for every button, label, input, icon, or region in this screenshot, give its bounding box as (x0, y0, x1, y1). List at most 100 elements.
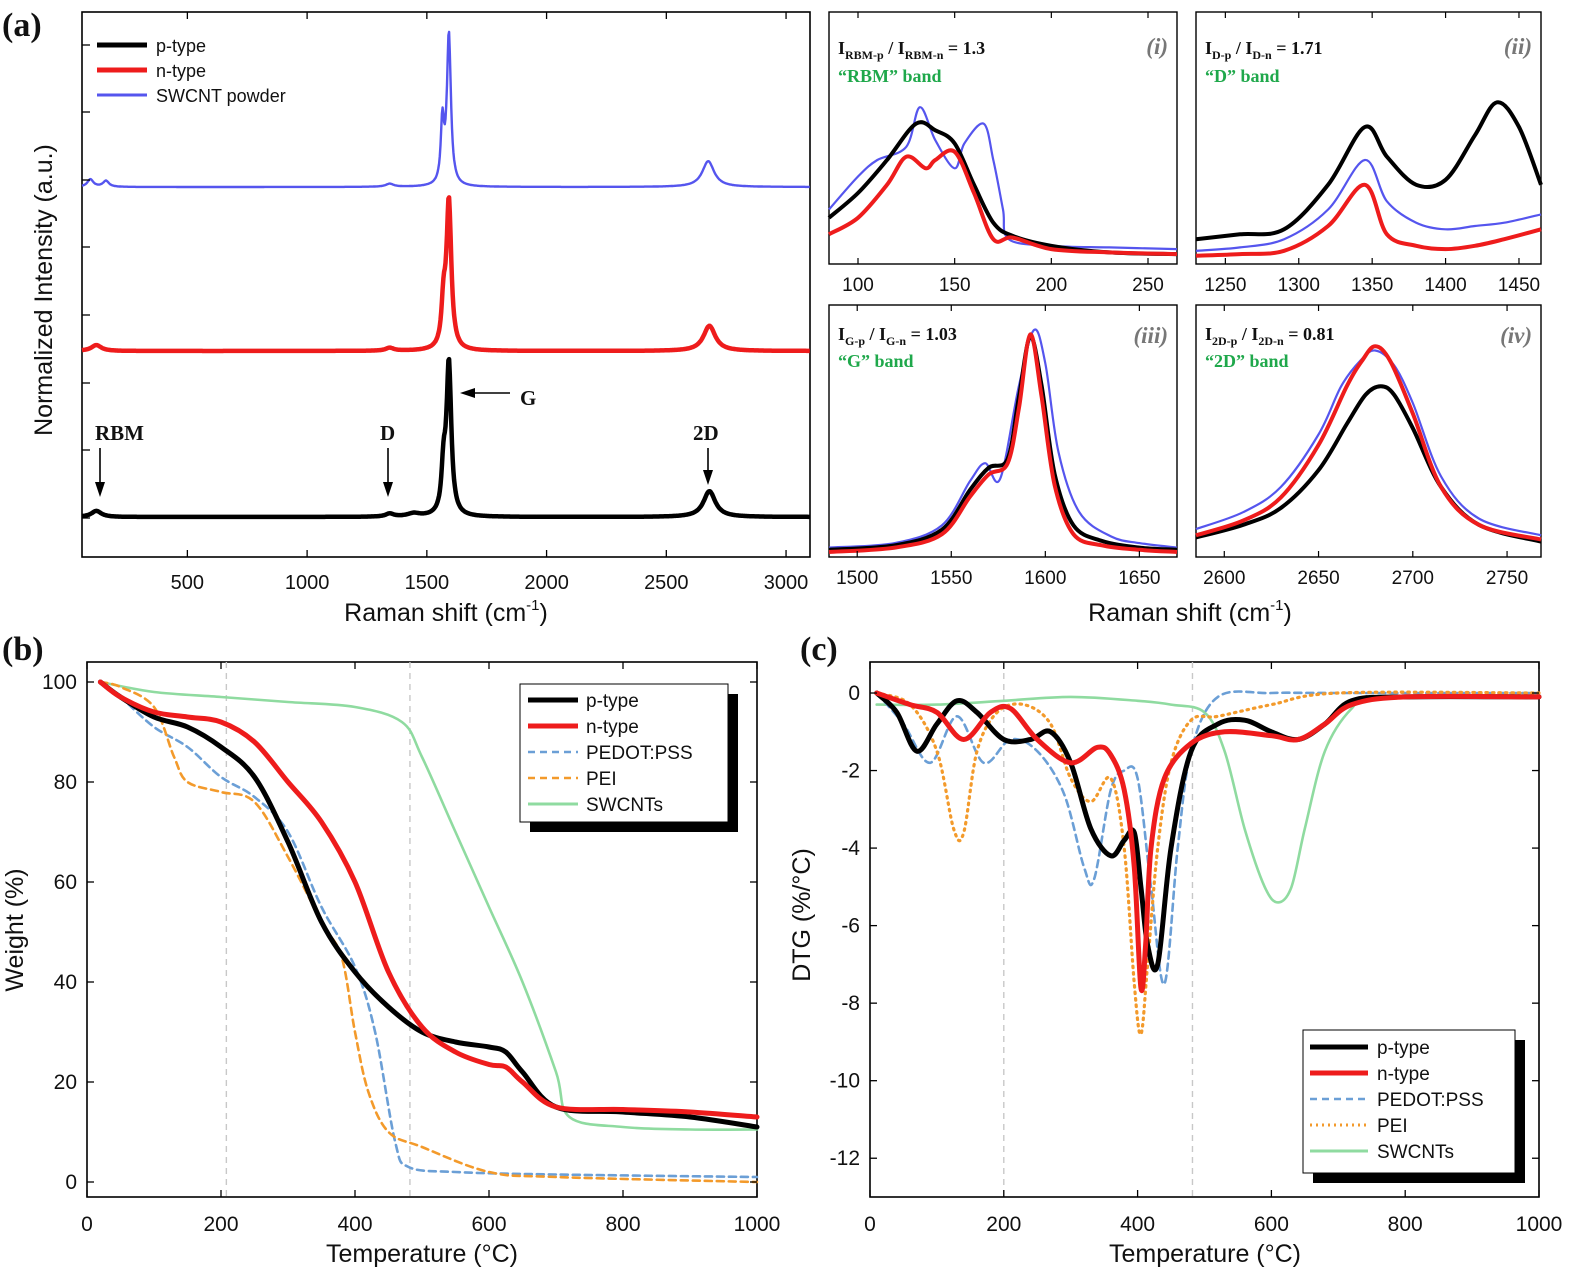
inset-i-ratio-sub2: RBM-n (905, 48, 944, 62)
legend-c-label-swcnt: SWCNTs (1377, 1142, 1454, 1163)
inset-i-ratio-mid: / I (884, 38, 905, 58)
panel-b-series (97, 679, 760, 1184)
panel-b-ytick-label-20: 20 (54, 1071, 77, 1094)
inset-4-series-swcnt-powder (1195, 349, 1542, 537)
panel-c-ytick-label--12: -12 (830, 1147, 860, 1170)
annotation-d: D (380, 421, 395, 445)
inset-2-xtick-label-1300: 1300 (1278, 275, 1320, 296)
panel-b-xtick-label-800: 800 (605, 1213, 640, 1236)
panel-c-series (874, 690, 1542, 1036)
panel-a-series-n-type (80, 195, 812, 354)
inset-i-ratio: IRBM-p / IRBM-n = 1.3 (838, 38, 985, 62)
inset-ii-x-ticks: 1250 1300 1350 1400 1450 (1204, 12, 1540, 296)
panel-a: (a) 500 1000 1500 2000 2500 3000 Normalized I… (2, 7, 812, 627)
inset-1-xtick-label-250: 250 (1132, 275, 1164, 296)
arrowhead-2d (703, 470, 713, 485)
panel-c-ytick-label--4: -4 (841, 837, 860, 860)
inset-iii: IG-p / IG-n = 1.03 “G” band (iii) 1500 15… (828, 304, 1178, 589)
panel-c: (c) 0 200 400 600 800 1000 0 -2 -4 -6 -8 -10 -12 DT… (788, 631, 1562, 1268)
inset-iv-ratio-sub1: 2D-p (1212, 334, 1238, 348)
inset-1-series-n-type (827, 148, 1178, 257)
panel-b-legend: p-type n-type PEDOT:PSS PEI SWCNTs (519, 683, 738, 832)
inset-iv-ratio-main: I (1205, 324, 1212, 344)
panel-a-x-axis-label-sup: -1 (526, 597, 539, 614)
inset-iv-roman: (iv) (1500, 323, 1532, 348)
legend-label-n-type: n-type (156, 61, 206, 81)
panel-c-y-ticks: 0 -2 -4 -6 -8 -10 -12 (830, 682, 1539, 1170)
inset-4-xtick-label-2700: 2700 (1392, 568, 1434, 589)
panel-c-ytick-label-0: 0 (848, 682, 860, 705)
panel-b-x-ticks: 0 200 400 600 800 1000 (81, 662, 780, 1236)
panel-a-series (80, 30, 812, 520)
inset-i-ratio-sub1: RBM-p (845, 48, 884, 62)
inset-iii-band: “G” band (838, 351, 914, 371)
inset-iv-band: “2D” band (1205, 351, 1289, 371)
panel-a-frame (81, 11, 811, 558)
panel-b-xtick-label-600: 600 (471, 1213, 506, 1236)
panel-c-ytick-label--2: -2 (841, 760, 860, 783)
panel-c-frame (869, 661, 1540, 1198)
inset-i-series (827, 106, 1178, 257)
inset-2-series-swcnt-powder (1195, 158, 1542, 252)
panel-b-frame (86, 661, 758, 1198)
inset-ii-ratio: ID-p / ID-n = 1.71 (1205, 38, 1322, 62)
inset-3-xtick-label-1600: 1600 (1024, 568, 1066, 589)
inset-2-xtick-label-1400: 1400 (1424, 275, 1466, 296)
inset-4-xtick-label-2650: 2650 (1297, 568, 1339, 589)
legend-c-label-n-type: n-type (1377, 1064, 1430, 1085)
inset-iv-series (1195, 344, 1542, 544)
inset-iv-frame (1195, 304, 1542, 558)
panel-a-legend: p-type n-type SWCNT powder (97, 36, 286, 106)
inset-iii-ratio: IG-p / IG-n = 1.03 (838, 324, 957, 348)
legend-c-label-p-type: p-type (1377, 1038, 1430, 1059)
legend-label-powder: SWCNT powder (156, 86, 286, 106)
legend-b-label-n-type: n-type (586, 717, 639, 738)
inset-2-xtick-label-1450: 1450 (1498, 275, 1540, 296)
panel-a-x-axis-label: Raman shift (cm-1) (344, 597, 548, 627)
panel-c-xtick-label-0: 0 (864, 1213, 876, 1236)
panel-c-xtick-label-400: 400 (1120, 1213, 1155, 1236)
panel-a-y-ticks (82, 44, 90, 519)
insets-x-axis-label-text: Raman shift (cm (1088, 599, 1270, 627)
legend-b-label-pei: PEI (586, 769, 617, 790)
insets-x-axis-label: Raman shift (cm-1) (1088, 597, 1292, 627)
inset-4-series-n-type (1195, 344, 1542, 542)
legend-c-label-pei: PEI (1377, 1116, 1408, 1137)
panel-a-xtick-label-2000: 2000 (524, 572, 569, 594)
inset-1-xtick-label-200: 200 (1035, 275, 1067, 296)
legend-c-label-pedot: PEDOT:PSS (1377, 1090, 1484, 1111)
panel-c-ytick-label--6: -6 (841, 915, 860, 938)
panel-a-insets: IRBM-p / IRBM-n = 1.3 “RBM” band (i) 100… (827, 11, 1543, 627)
inset-2-xtick-label-1350: 1350 (1351, 275, 1393, 296)
inset-i-x-ticks: 100 150 200 250 (842, 12, 1164, 296)
panel-a-x-axis-label-end: ) (540, 599, 548, 627)
inset-i-ratio-value: = 1.3 (943, 38, 985, 58)
panel-b-label: (b) (2, 631, 44, 668)
annotation-2d: 2D (693, 421, 719, 445)
panel-c-series-n-type (874, 690, 1542, 993)
panel-c-legend-box (1302, 1029, 1516, 1174)
inset-iii-ratio-main: I (838, 324, 845, 344)
legend-label-p-type: p-type (156, 36, 206, 56)
inset-iii-ratio-sub2: G-n (886, 334, 906, 348)
panel-a-xtick-label-1000: 1000 (285, 572, 330, 594)
panel-c-xtick-label-200: 200 (986, 1213, 1021, 1236)
panel-c-xtick-label-1000: 1000 (1516, 1213, 1563, 1236)
inset-ii-ratio-sub1: D-p (1212, 48, 1232, 62)
inset-i-band: “RBM” band (838, 66, 942, 86)
panel-b-ytick-label-0: 0 (65, 1171, 77, 1194)
inset-iv-ratio: I2D-p / I2D-n = 0.81 (1205, 324, 1334, 348)
panel-c-x-ticks: 0 200 400 600 800 1000 (864, 662, 1562, 1236)
panel-b-xtick-label-200: 200 (203, 1213, 238, 1236)
panel-b-y-axis-label: Weight (%) (1, 868, 29, 991)
arrowhead-rbm (95, 482, 105, 497)
inset-iv: I2D-p / I2D-n = 0.81 “2D” band (iv) 2600… (1195, 304, 1542, 589)
inset-iii-roman: (iii) (1134, 323, 1169, 348)
panel-c-xtick-label-600: 600 (1254, 1213, 1289, 1236)
panel-c-x-axis-label: Temperature (°C) (1109, 1240, 1301, 1268)
inset-ii-band: “D” band (1205, 66, 1280, 86)
panel-c-xtick-label-800: 800 (1388, 1213, 1423, 1236)
inset-4-xtick-label-2750: 2750 (1486, 568, 1528, 589)
insets-x-axis-label-sup: -1 (1270, 597, 1283, 614)
panel-b-xtick-label-1000: 1000 (734, 1213, 781, 1236)
